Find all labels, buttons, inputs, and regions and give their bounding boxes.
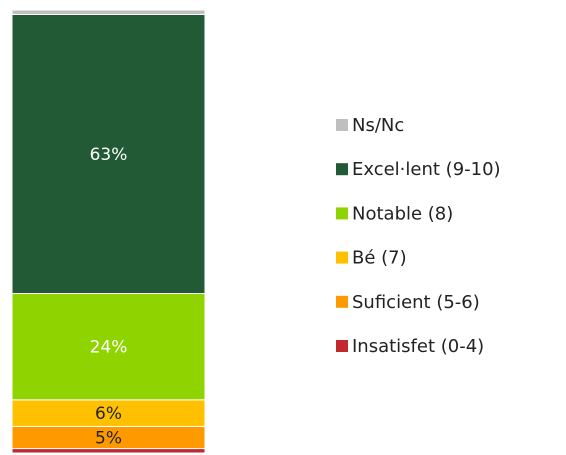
legend-swatch <box>336 163 348 176</box>
bar-segment <box>11 9 206 15</box>
bar-segment <box>11 13 206 295</box>
legend-label: Ns/Nc <box>352 115 404 136</box>
legend-swatch <box>336 340 348 352</box>
value-label: 24% <box>90 338 128 358</box>
legend-swatch <box>336 295 348 308</box>
legend-swatch <box>336 207 348 220</box>
legend-label: Insatisfet (0-4) <box>352 336 484 357</box>
legend-swatch <box>336 251 348 264</box>
legend-label: Excel·lent (9-10) <box>352 159 501 180</box>
bar-segment <box>11 448 206 454</box>
value-label: 5% <box>95 428 122 448</box>
legend-swatch <box>336 119 348 131</box>
legend-label: Notable (8) <box>352 203 453 224</box>
value-label: 63% <box>90 145 128 165</box>
legend-label: Bé (7) <box>352 248 407 269</box>
bar-segment <box>11 399 206 427</box>
value-label: 6% <box>95 404 122 424</box>
legend-label: Suficient (5-6) <box>352 292 480 313</box>
